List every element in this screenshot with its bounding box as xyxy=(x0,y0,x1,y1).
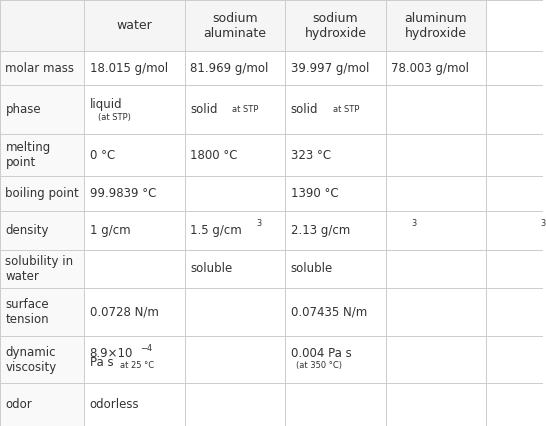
Text: sodium
aluminate: sodium aluminate xyxy=(204,12,266,40)
Text: odorless: odorless xyxy=(90,398,139,411)
Text: aluminum
hydroxide: aluminum hydroxide xyxy=(405,12,467,40)
Text: 0.07435 N/m: 0.07435 N/m xyxy=(290,305,367,319)
Text: (at STP): (at STP) xyxy=(98,113,130,122)
Text: phase: phase xyxy=(5,103,41,116)
Bar xyxy=(0,250,84,288)
Text: 99.9839 °C: 99.9839 °C xyxy=(90,187,156,200)
Text: 3: 3 xyxy=(256,219,261,228)
Text: 323 °C: 323 °C xyxy=(290,149,331,161)
Text: odor: odor xyxy=(5,398,32,411)
Text: soluble: soluble xyxy=(190,262,233,276)
Text: 0.004 Pa s: 0.004 Pa s xyxy=(290,347,352,360)
Text: surface
tension: surface tension xyxy=(5,298,49,326)
Text: −4: −4 xyxy=(140,344,152,353)
Text: 2.13 g/cm: 2.13 g/cm xyxy=(290,224,350,236)
Bar xyxy=(84,0,185,51)
Text: solid: solid xyxy=(290,103,318,116)
Text: 39.997 g/mol: 39.997 g/mol xyxy=(290,62,369,75)
Text: at 25 °C: at 25 °C xyxy=(120,361,153,370)
Bar xyxy=(0,85,84,134)
Text: 8.9×10: 8.9×10 xyxy=(90,347,133,360)
Text: at STP: at STP xyxy=(233,105,259,114)
Text: Pa s: Pa s xyxy=(90,357,113,369)
Bar xyxy=(385,0,486,51)
Text: 1.5 g/cm: 1.5 g/cm xyxy=(190,224,242,236)
Text: 18.015 g/mol: 18.015 g/mol xyxy=(90,62,168,75)
Text: boiling point: boiling point xyxy=(5,187,79,200)
Text: molar mass: molar mass xyxy=(5,62,74,75)
Text: 3: 3 xyxy=(412,219,417,228)
Bar xyxy=(0,51,84,85)
Text: solid: solid xyxy=(190,103,218,116)
Text: 1 g/cm: 1 g/cm xyxy=(90,224,130,236)
Bar xyxy=(0,0,84,51)
Text: at STP: at STP xyxy=(333,105,359,114)
Text: (at 350 °C): (at 350 °C) xyxy=(296,362,342,371)
Text: soluble: soluble xyxy=(290,262,333,276)
Text: sodium
hydroxide: sodium hydroxide xyxy=(305,12,366,40)
Text: 0 °C: 0 °C xyxy=(90,149,115,161)
Text: dynamic
viscosity: dynamic viscosity xyxy=(5,345,57,374)
Text: 81.969 g/mol: 81.969 g/mol xyxy=(190,62,269,75)
Text: liquid: liquid xyxy=(90,98,122,111)
Text: solubility in
water: solubility in water xyxy=(5,255,74,283)
Text: 0.0728 N/m: 0.0728 N/m xyxy=(90,305,158,319)
Text: 1390 °C: 1390 °C xyxy=(290,187,339,200)
Text: water: water xyxy=(117,19,152,32)
Text: 1800 °C: 1800 °C xyxy=(190,149,238,161)
Bar xyxy=(0,336,84,383)
Text: density: density xyxy=(5,224,49,236)
Bar xyxy=(185,0,285,51)
Bar xyxy=(0,134,84,176)
Bar xyxy=(0,176,84,210)
Text: melting
point: melting point xyxy=(5,141,51,169)
Bar xyxy=(0,383,84,426)
Text: 78.003 g/mol: 78.003 g/mol xyxy=(391,62,469,75)
Text: 3: 3 xyxy=(540,219,545,228)
Bar xyxy=(0,210,84,250)
Bar xyxy=(0,288,84,336)
Bar xyxy=(285,0,385,51)
